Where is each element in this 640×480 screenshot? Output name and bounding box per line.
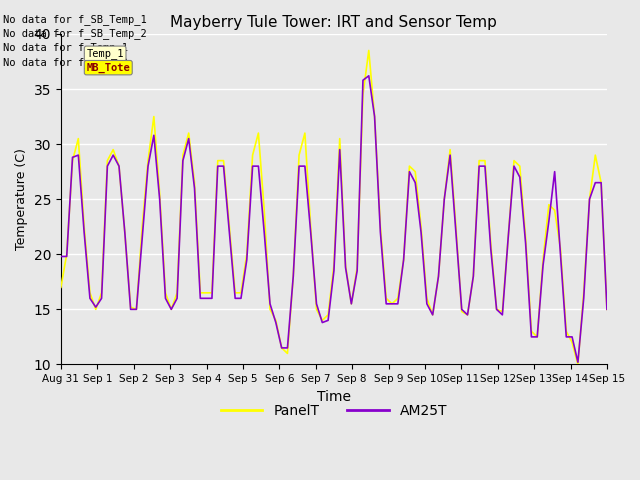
Text: No data for f_SB_Temp_2: No data for f_SB_Temp_2	[3, 28, 147, 39]
Text: MB_Tote: MB_Tote	[86, 62, 130, 73]
Legend: PanelT, AM25T: PanelT, AM25T	[215, 398, 453, 423]
Text: Temp_1: Temp_1	[86, 48, 124, 59]
X-axis label: Time: Time	[317, 390, 351, 404]
Y-axis label: Temperature (C): Temperature (C)	[15, 148, 28, 250]
Text: No data for f_SB_Temp_1: No data for f_SB_Temp_1	[3, 13, 147, 24]
Text: No data for f_Temp_1: No data for f_Temp_1	[3, 42, 128, 53]
Title: Mayberry Tule Tower: IRT and Sensor Temp: Mayberry Tule Tower: IRT and Sensor Temp	[170, 15, 497, 30]
Text: No data for f_Temp_2: No data for f_Temp_2	[3, 57, 128, 68]
